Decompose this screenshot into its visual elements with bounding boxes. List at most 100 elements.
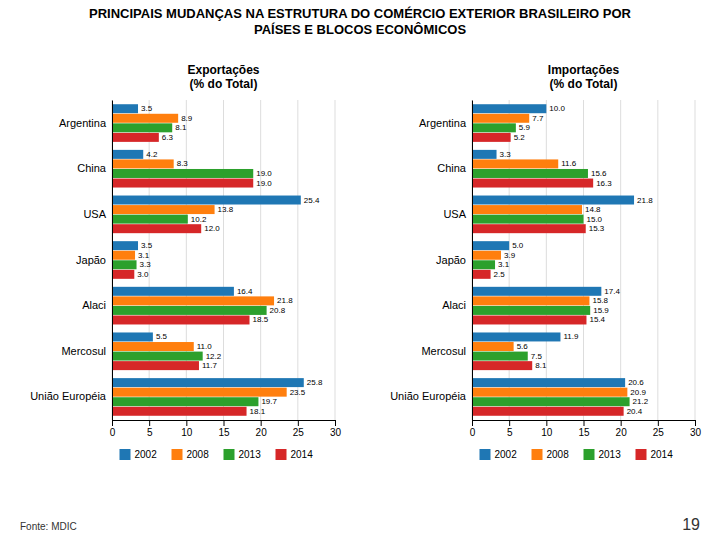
x-tick-label: 25 — [293, 427, 305, 438]
x-tick: 30 — [330, 420, 342, 438]
bar — [112, 159, 174, 168]
x-tick-mark — [112, 420, 113, 426]
legend-item: 2002 — [120, 449, 158, 460]
y-axis: ArgentinaChinaUSAJapãoAlaciMercosulUnião… — [30, 101, 112, 421]
bar — [472, 361, 532, 370]
x-tick-label: 15 — [578, 427, 590, 438]
x-tick: 25 — [653, 420, 665, 438]
y-axis-line — [112, 101, 113, 421]
grid-line — [223, 100, 224, 420]
x-tick: 10 — [181, 420, 193, 438]
bar — [472, 114, 529, 123]
source: Fonte: MDIC — [20, 521, 77, 532]
data-label: 3.1 — [498, 260, 510, 269]
x-tick: 25 — [293, 420, 305, 438]
x-tick: 15 — [218, 420, 230, 438]
legend-label: 2002 — [495, 449, 518, 460]
bar — [112, 260, 137, 269]
x-tick-mark — [546, 420, 547, 426]
title-line: PAÍSES E BLOCOS ECONÔMICOS — [254, 22, 466, 37]
bar — [472, 407, 624, 416]
panel: Exportações(% do Total)3.54.225.43.516.4… — [30, 63, 341, 460]
x-tick-label: 15 — [218, 427, 230, 438]
data-label: 19.0 — [256, 179, 272, 188]
y-tick-label: União Européia — [390, 390, 467, 402]
y-tick-label: USA — [83, 208, 106, 220]
bar — [112, 342, 194, 351]
bar — [112, 315, 250, 324]
bar — [112, 306, 267, 315]
bar — [472, 296, 589, 305]
data-label: 15.9 — [593, 306, 609, 315]
y-tick-label: Mercosul — [61, 345, 106, 357]
bar — [112, 397, 258, 406]
y-tick-label: China — [437, 162, 467, 174]
bar — [472, 133, 511, 142]
panel-title-line: Importações — [548, 63, 620, 77]
data-label: 3.5 — [141, 241, 153, 250]
data-label: 2.5 — [494, 270, 506, 279]
bar — [112, 196, 301, 205]
bar — [472, 169, 588, 178]
data-label: 12.0 — [204, 224, 220, 233]
bar — [472, 123, 516, 132]
y-tick: União Européia — [30, 390, 112, 402]
chart-root: PRINCIPAIS MUDANÇAS NA ESTRUTURA DO COMÉ… — [0, 0, 720, 540]
data-label: 5.0 — [512, 241, 524, 250]
bar — [112, 378, 304, 387]
data-label: 5.6 — [517, 342, 529, 351]
bar — [472, 287, 601, 296]
data-label: 19.0 — [256, 169, 272, 178]
x-tick-label: 25 — [653, 427, 665, 438]
legend-swatch — [120, 449, 131, 460]
data-label: 18.1 — [250, 407, 266, 416]
data-label: 16.4 — [237, 287, 253, 296]
legend-label: 2013 — [239, 449, 262, 460]
bar — [472, 342, 514, 351]
bar — [472, 224, 586, 233]
panel: Importações(% do Total)10.03.321.85.017.… — [390, 63, 701, 460]
y-tick: Mercosul — [421, 345, 472, 357]
x-tick-label: 5 — [147, 427, 153, 438]
bar — [472, 388, 627, 397]
data-label: 7.7 — [532, 114, 544, 123]
legend-label: 2014 — [651, 449, 674, 460]
x-tick: 10 — [541, 420, 553, 438]
legend: 2002200820132014 — [120, 449, 314, 460]
x-tick-label: 30 — [330, 427, 342, 438]
x-axis-line — [113, 421, 336, 427]
bar — [472, 378, 625, 387]
grid — [472, 100, 695, 420]
data-label: 15.6 — [591, 169, 607, 178]
y-tick-label: Argentina — [59, 117, 107, 129]
data-label: 11.7 — [202, 361, 218, 370]
title: PRINCIPAIS MUDANÇAS NA ESTRUTURA DO COMÉ… — [89, 6, 632, 37]
bar — [472, 260, 495, 269]
data-label: 3.5 — [141, 104, 153, 113]
y-tick: Japão — [436, 254, 472, 266]
bar — [112, 179, 253, 188]
data-label: 11.9 — [563, 332, 579, 341]
y-tick: Argentina — [419, 117, 472, 129]
data-label: 3.9 — [504, 251, 516, 260]
bar — [472, 241, 509, 250]
x-tick: 0 — [470, 420, 476, 438]
panel-title: Exportações(% do Total) — [187, 63, 259, 91]
data-label: 21.8 — [277, 296, 293, 305]
x-tick-mark — [584, 420, 585, 426]
y-tick: Alaci — [82, 299, 112, 311]
data-label: 20.4 — [627, 407, 643, 416]
y-tick: União Européia — [390, 390, 472, 402]
bar — [112, 114, 178, 123]
data-label: 8.1 — [535, 361, 547, 370]
x-tick-mark — [509, 420, 510, 426]
title-line: PRINCIPAIS MUDANÇAS NA ESTRUTURA DO COMÉ… — [89, 6, 632, 21]
bar — [112, 361, 199, 370]
grid-line — [620, 100, 621, 420]
bar — [112, 205, 215, 214]
x-tick-label: 10 — [181, 427, 193, 438]
page-number: 19 — [682, 516, 700, 533]
grid-line — [112, 100, 113, 420]
panel-title-line: (% do Total) — [550, 77, 618, 91]
bar — [472, 150, 497, 159]
